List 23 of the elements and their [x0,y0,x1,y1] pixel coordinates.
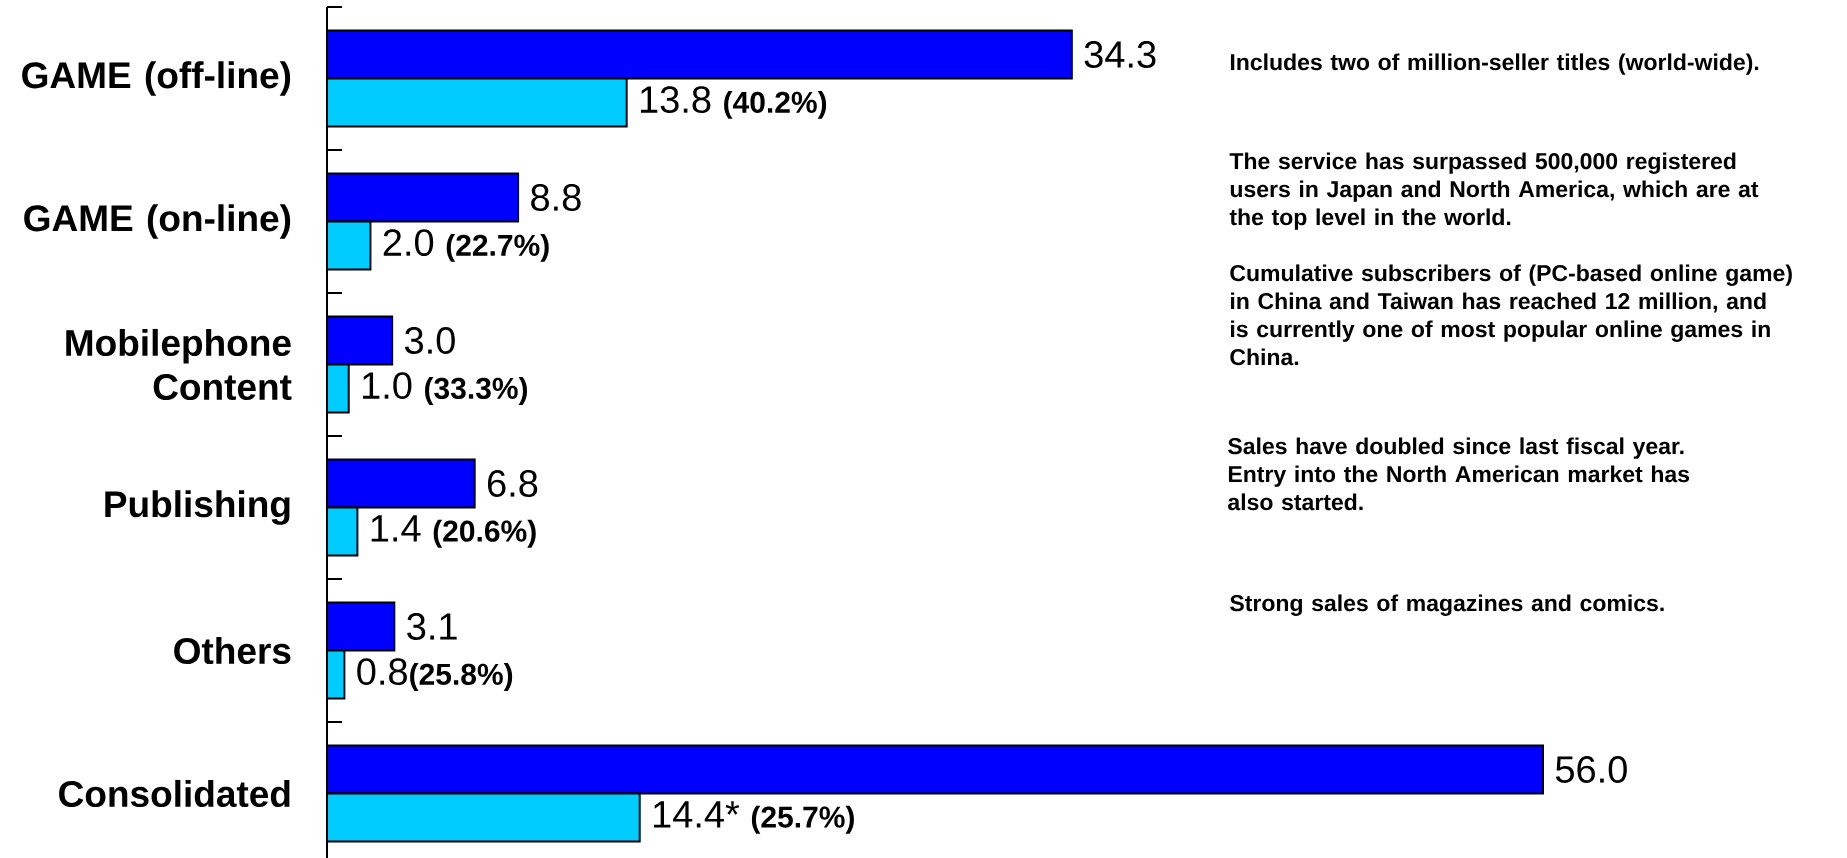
y-tick-label: GAME (on-line) [24,204,291,239]
data-label: 14.4* (25.7%) [653,801,854,834]
data-label: 3.1 [407,613,457,640]
data-label: 3.0 [404,327,455,354]
annotation: Includes two of million-seller titles (world-wide). [1230,53,1759,75]
annotation: Sales have doubled since last fiscal year. Entry into the North American market has also started. [1228,437,1690,511]
y-tick-label: Publishing [105,490,290,525]
data-label: 1.4 (20.6%) [371,515,536,548]
y-tick-label: Consolidated [59,779,290,808]
data-label: 8.8 [531,184,581,211]
annotation: Strong sales of magazines and comics. [1230,594,1664,616]
annotation: The service has surpassed 500,000 registered users in Japan and North America, which are at the top level in the world. [1229,152,1759,230]
y-tick-label: GAME (off-line) [22,61,291,96]
y-tick-label: Mobilephone Content [66,328,292,401]
data-label: 0.8(25.8%) [357,658,513,691]
annotation: Cumulative subscribers of (PC-based online game) in China and Taiwan has reached 12 million, and is currently one of most popular online games in China. [1230,264,1792,366]
y-tick-label: Others [174,636,291,665]
data-label: 6.8 [487,470,538,497]
data-label: 1.0 (33.3%) [363,372,528,405]
data-label: 13.8 (40.2%) [640,86,827,119]
data-label: 34.3 [1084,41,1156,68]
data-label: 56.0 [1555,756,1627,783]
data-label: 2.0 (22.7%) [383,229,549,262]
